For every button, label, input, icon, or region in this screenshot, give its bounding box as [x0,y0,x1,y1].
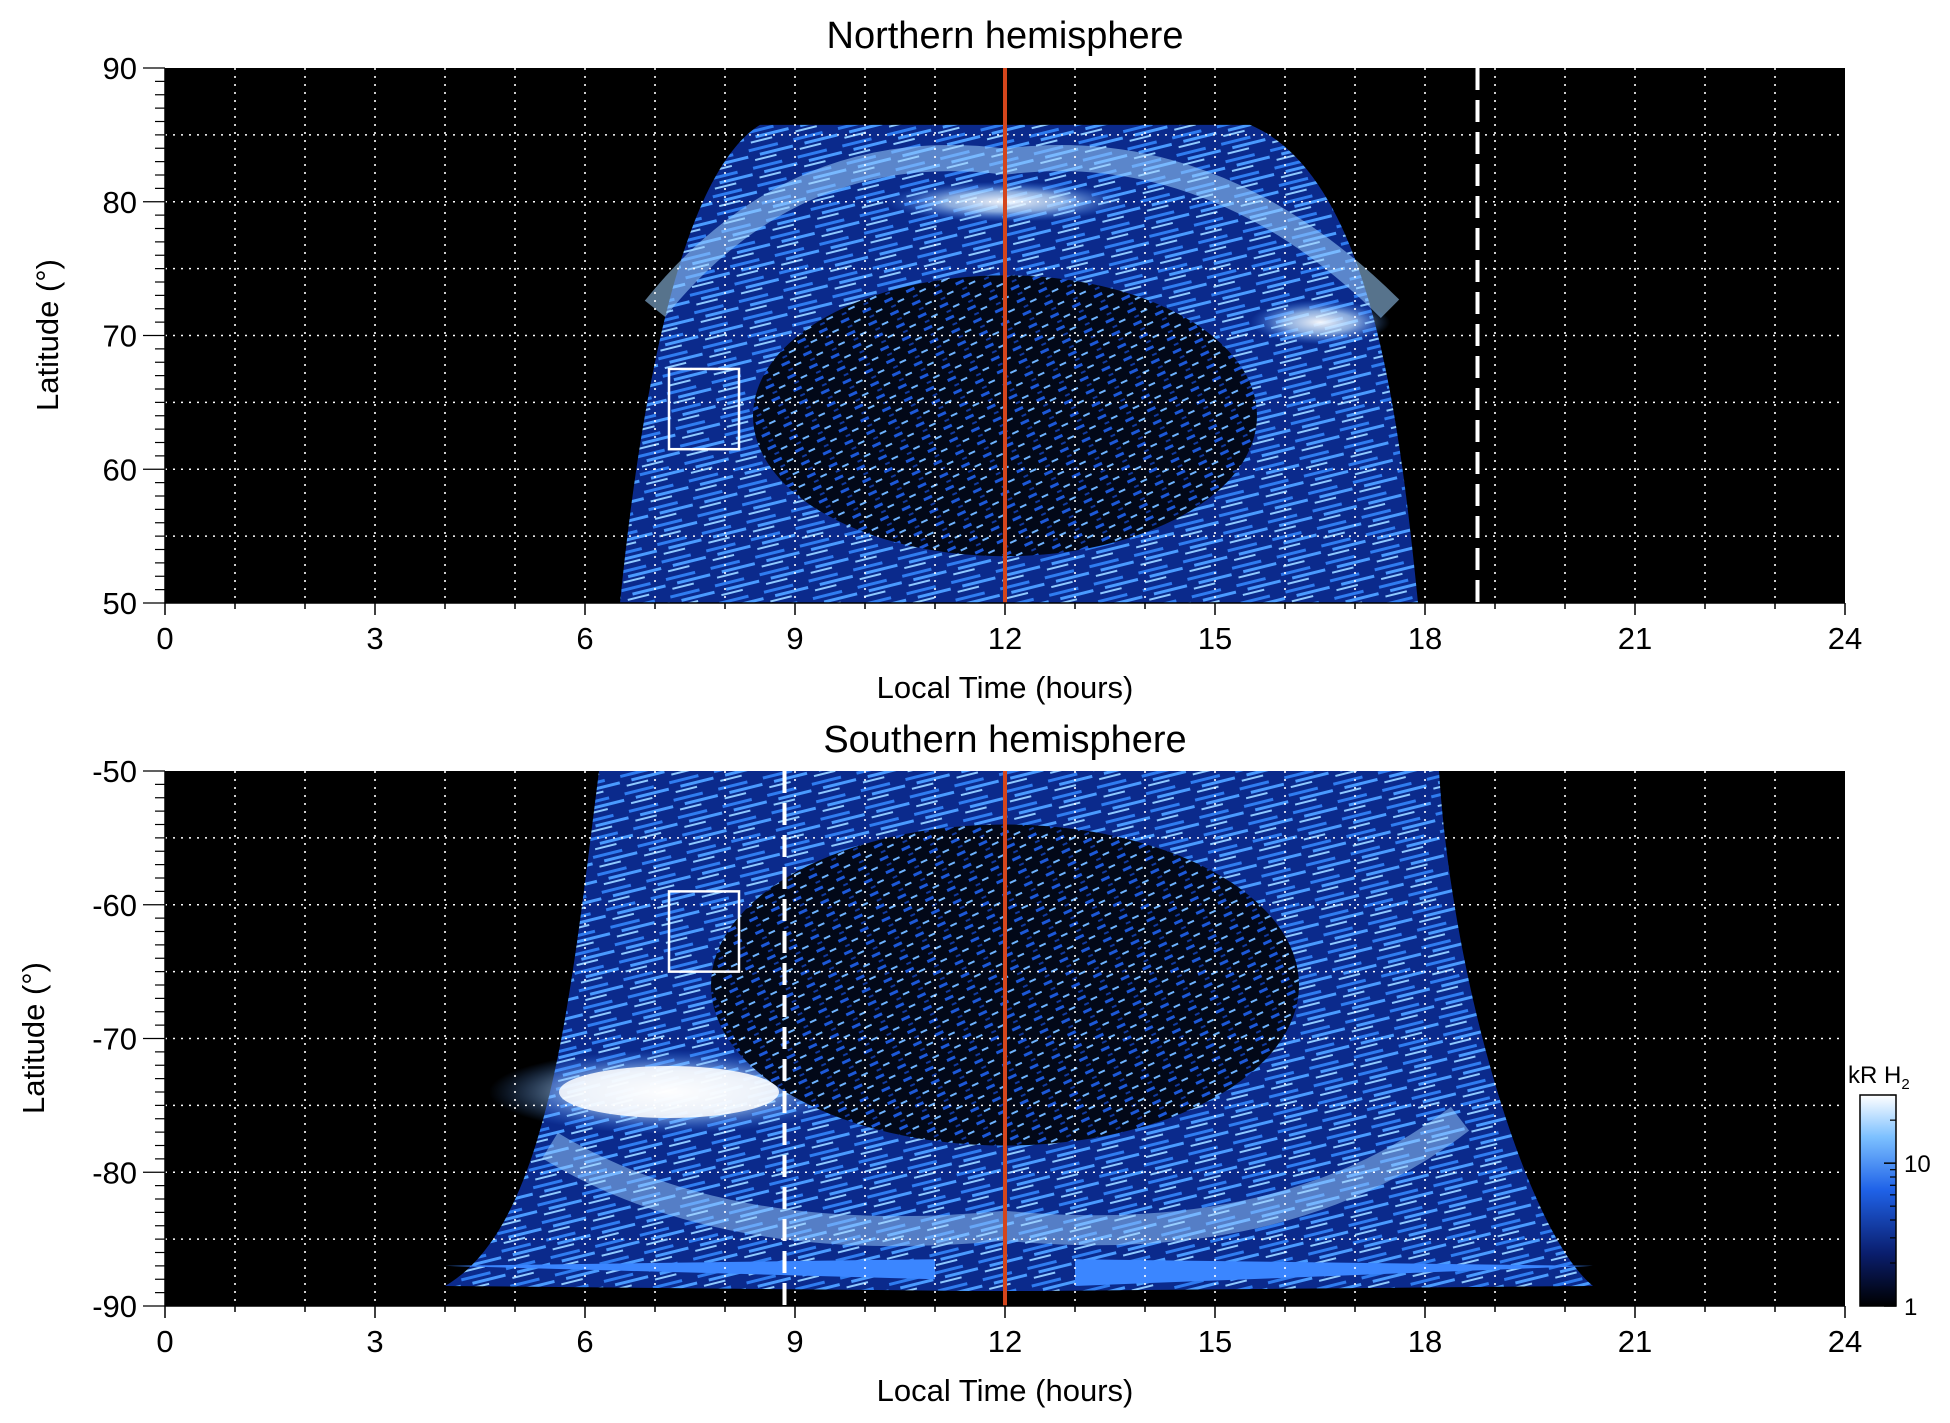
x-tick-label: 6 [576,621,593,656]
y-tick-label: -50 [92,754,137,789]
y-tick-label: 80 [103,185,137,220]
y-tick-label: 60 [103,452,137,487]
x-tick-label: 0 [156,1324,173,1359]
y-tick-label: -90 [92,1289,137,1324]
northern-emission [620,124,1418,603]
colorbar-label-main: kR H [1848,1062,1901,1089]
y-tick-label: -80 [92,1155,137,1190]
colorbar-tick-label: 10 [1904,1151,1931,1178]
x-tick-label: 18 [1408,1324,1442,1359]
southern-emission [445,771,1593,1291]
x-tick-label: 18 [1408,621,1442,656]
x-tick-label: 21 [1618,621,1652,656]
northern-xlabel: Local Time (hours) [877,670,1134,705]
x-tick-label: 9 [786,1324,803,1359]
x-tick-label: 15 [1198,1324,1232,1359]
colorbar-label-subscript: 2 [1901,1076,1909,1093]
northern-panel: Northern hemisphere 0 3 6 9 12 15 18 21 24 50 60 70… [30,15,1862,705]
northern-axes: 0 3 6 9 12 15 18 21 24 50 60 70 80 90 [103,51,1863,656]
colorbar-tick-label: 1 [1904,1294,1917,1321]
y-tick-label: 70 [103,319,137,354]
northern-ylabel: Latitude (°) [30,259,65,411]
bright-spot [559,1066,779,1118]
x-tick-label: 3 [366,1324,383,1359]
southern-ylabel: Latitude (°) [16,962,51,1114]
colorbar-label: kR H2 [1848,1062,1910,1093]
colorbar-gradient [1859,1094,1897,1307]
southern-highlight-box [667,890,741,973]
x-tick-label: 3 [366,621,383,656]
x-tick-label: 6 [576,1324,593,1359]
x-tick-label: 9 [786,621,803,656]
southern-panel: Southern hemisphere 0 3 6 9 12 15 18 21 24 -90 -80… [16,719,1862,1408]
y-tick-label: -60 [92,888,137,923]
y-tick-label: 50 [103,586,137,621]
colorbar: kR H2 10 1 [1848,1062,1931,1321]
southern-grid [165,771,1845,1306]
x-tick-label: 21 [1618,1324,1652,1359]
y-tick-label: -70 [92,1022,137,1057]
x-tick-label: 15 [1198,621,1232,656]
colorbar-ticks: 10 1 [1884,1094,1931,1321]
emission-tail [1075,1259,1593,1286]
x-tick-label: 0 [156,621,173,656]
bright-spot [1250,300,1390,345]
y-tick-label: 90 [103,51,137,86]
x-tick-label: 12 [988,621,1022,656]
northern-highlight-box [667,367,741,451]
northern-title: Northern hemisphere [827,15,1184,57]
southern-title: Southern hemisphere [823,719,1186,761]
southern-xlabel: Local Time (hours) [877,1373,1134,1408]
southern-axes: 0 3 6 9 12 15 18 21 24 -90 -80 -70 -60 -50 [92,754,1862,1359]
emission-tail [445,1259,935,1280]
x-tick-label: 24 [1828,621,1862,656]
x-tick-label: 12 [988,1324,1022,1359]
x-tick-label: 24 [1828,1324,1862,1359]
